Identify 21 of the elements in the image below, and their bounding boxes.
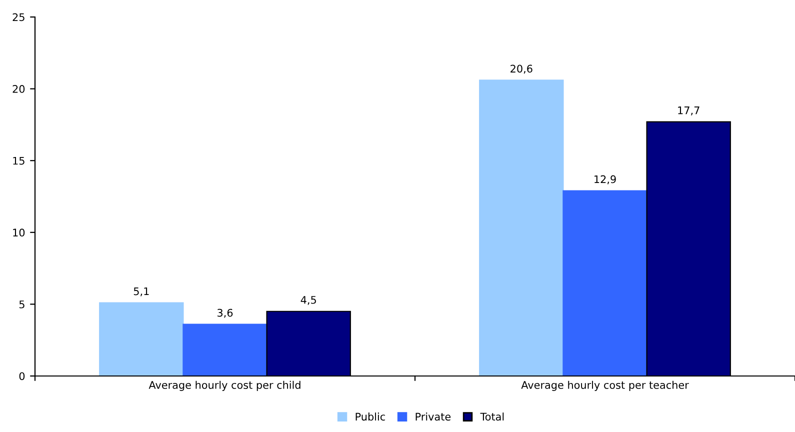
y-tick-label: 25 (12, 13, 24, 22)
y-tick-label: 10 (13, 228, 25, 237)
data-label: 17,7 (678, 106, 700, 116)
bar (562, 190, 648, 376)
data-label: 20,6 (510, 64, 532, 74)
bar (99, 302, 184, 376)
x-tick-label: Average hourly cost per child (148, 380, 300, 391)
y-tick-label: 20 (12, 85, 25, 93)
data-label: 12,9 (594, 175, 616, 184)
y-tick-label: 0 (19, 372, 25, 380)
data-label: 4,5 (300, 296, 316, 305)
x-tick-label: Average hourly cost per teacher (521, 380, 689, 391)
legend-label: Public (356, 412, 385, 421)
bar (182, 324, 268, 376)
y-tick-label: 5 (19, 300, 24, 308)
legend-label: Total (480, 412, 504, 421)
y-tick-label: 15 (13, 156, 24, 165)
legend-label: Private (416, 412, 451, 421)
data-label: 5,1 (134, 287, 149, 296)
bar (479, 80, 564, 376)
data-label: 3,6 (218, 308, 233, 318)
